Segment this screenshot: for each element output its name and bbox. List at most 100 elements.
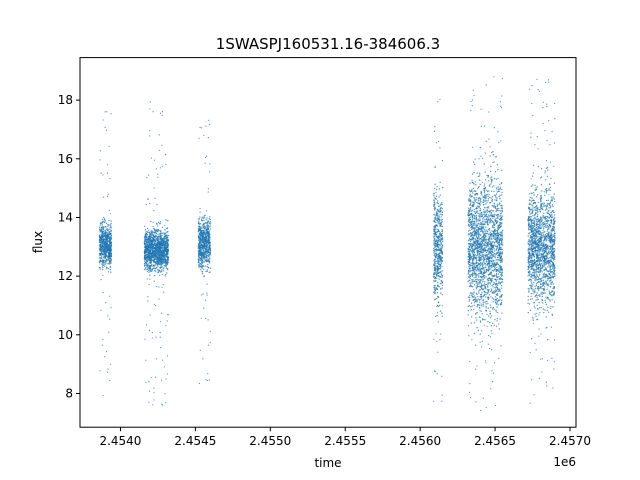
data-point-outlier (160, 222, 162, 224)
data-point (481, 271, 483, 274)
data-point-outlier (436, 340, 438, 342)
data-point (439, 208, 441, 211)
data-point (151, 245, 154, 247)
data-point (158, 254, 161, 256)
data-point (104, 256, 106, 258)
data-point (488, 290, 490, 292)
data-point (105, 234, 107, 237)
data-point (159, 230, 162, 233)
data-point-outlier (162, 404, 164, 406)
data-point (495, 210, 497, 213)
data-point (160, 232, 162, 234)
data-point (478, 303, 480, 306)
data-point (107, 253, 110, 255)
data-point (109, 266, 112, 268)
data-point-outlier (199, 247, 201, 249)
data-point-outlier (441, 160, 443, 162)
data-point (477, 276, 480, 278)
data-point (157, 259, 159, 261)
data-point (434, 277, 436, 280)
data-point-outlier (436, 186, 438, 188)
data-point (143, 251, 146, 253)
data-point-outlier (102, 228, 104, 230)
data-point (98, 241, 101, 243)
data-point-outlier (165, 259, 167, 261)
data-point-outlier (437, 321, 439, 323)
data-point (489, 260, 491, 262)
data-point (469, 240, 472, 243)
data-point (484, 197, 486, 199)
data-point (468, 218, 470, 220)
data-point (482, 275, 485, 277)
data-point (435, 273, 438, 275)
data-point (437, 305, 440, 308)
data-point-outlier (156, 255, 158, 257)
data-point (100, 243, 102, 246)
data-point-outlier (438, 140, 440, 143)
data-point (467, 249, 470, 251)
data-point (100, 255, 103, 257)
data-point (433, 269, 436, 272)
data-point (102, 250, 105, 252)
data-point (205, 254, 207, 256)
data-point (200, 267, 202, 269)
data-point (208, 222, 211, 224)
data-point (436, 297, 438, 300)
data-point (496, 266, 498, 269)
data-point (469, 233, 472, 235)
data-point (497, 263, 499, 265)
data-point (154, 254, 157, 256)
data-point (499, 215, 501, 217)
data-point (438, 255, 440, 257)
data-point (471, 293, 473, 295)
data-point-outlier (102, 239, 104, 241)
data-point (434, 253, 436, 255)
data-point (145, 240, 147, 242)
data-point (204, 241, 206, 244)
data-point (438, 261, 441, 263)
data-point (107, 246, 110, 248)
data-point (474, 190, 476, 192)
data-point (479, 333, 481, 335)
data-point (473, 224, 475, 227)
data-point (475, 276, 477, 278)
data-point (497, 186, 499, 188)
data-point (501, 281, 504, 283)
data-point-outlier (200, 317, 202, 319)
data-point (487, 302, 489, 305)
data-point (490, 264, 493, 267)
data-point (151, 249, 153, 251)
data-point-outlier (102, 292, 104, 294)
data-point (469, 274, 471, 276)
data-point (479, 228, 481, 231)
data-point (470, 305, 472, 308)
data-point (198, 259, 200, 261)
data-point (98, 234, 101, 236)
data-point (433, 205, 435, 208)
data-point (437, 255, 439, 257)
data-point-outlier (203, 307, 205, 309)
data-point-outlier (156, 204, 158, 206)
data-point (494, 233, 496, 235)
data-point (497, 304, 499, 306)
data-point (440, 203, 442, 205)
data-point-outlier (159, 112, 162, 114)
data-point (109, 239, 112, 242)
data-point (208, 230, 211, 232)
data-point (149, 247, 151, 250)
data-point (479, 146, 482, 149)
data-point-outlier (166, 373, 168, 375)
data-point (494, 213, 496, 215)
data-point-outlier (151, 331, 153, 334)
data-point (103, 251, 105, 254)
data-point (489, 212, 491, 214)
data-point-outlier (110, 113, 112, 115)
data-point (499, 239, 502, 241)
data-point (498, 328, 500, 330)
data-point (470, 242, 472, 245)
data-point (487, 282, 490, 284)
data-point (167, 220, 169, 222)
data-point-outlier (207, 191, 209, 193)
data-point (433, 213, 435, 215)
data-point (165, 263, 167, 266)
